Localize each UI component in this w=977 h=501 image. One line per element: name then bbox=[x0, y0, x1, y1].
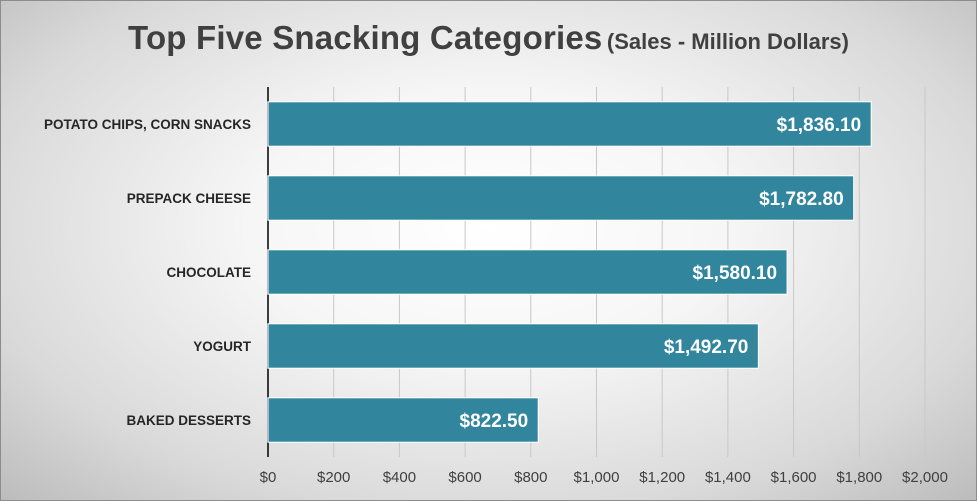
x-tick-label: $1,600 bbox=[771, 469, 817, 486]
x-tick-label: $1,400 bbox=[705, 469, 751, 486]
x-tick-label: $400 bbox=[383, 469, 416, 486]
category-label: CHOCOLATE bbox=[167, 265, 252, 280]
x-tick-label: $1,200 bbox=[639, 469, 685, 486]
x-tick-label: $1,000 bbox=[574, 469, 620, 486]
data-label: $822.50 bbox=[460, 411, 529, 432]
chart-subtitle: (Sales - Million Dollars) bbox=[606, 29, 849, 54]
x-tick-label: $600 bbox=[448, 469, 481, 486]
category-label: POTATO CHIPS, CORN SNACKS bbox=[44, 117, 251, 132]
bar bbox=[267, 175, 855, 221]
category-label: BAKED DESSERTS bbox=[126, 413, 251, 428]
x-tick-label: $200 bbox=[317, 469, 350, 486]
chart-title: Top Five Snacking Categories (Sales - Mi… bbox=[1, 19, 976, 57]
chart-title-main: Top Five Snacking Categories bbox=[128, 19, 603, 56]
data-label: $1,580.10 bbox=[693, 263, 778, 284]
x-tick-label: $1,800 bbox=[836, 469, 882, 486]
data-label: $1,782.80 bbox=[759, 189, 844, 210]
category-label: YOGURT bbox=[193, 339, 252, 354]
bar bbox=[267, 397, 539, 443]
category-label: PREPACK CHEESE bbox=[127, 191, 251, 206]
data-label: $1,492.70 bbox=[664, 337, 749, 358]
x-tick-label: $0 bbox=[260, 469, 277, 486]
data-label: $1,836.10 bbox=[777, 115, 862, 136]
x-tick-label: $800 bbox=[514, 469, 547, 486]
bar bbox=[267, 323, 759, 369]
bar bbox=[267, 101, 872, 147]
x-tick-label: $2,000 bbox=[902, 469, 948, 486]
bar bbox=[267, 249, 788, 295]
